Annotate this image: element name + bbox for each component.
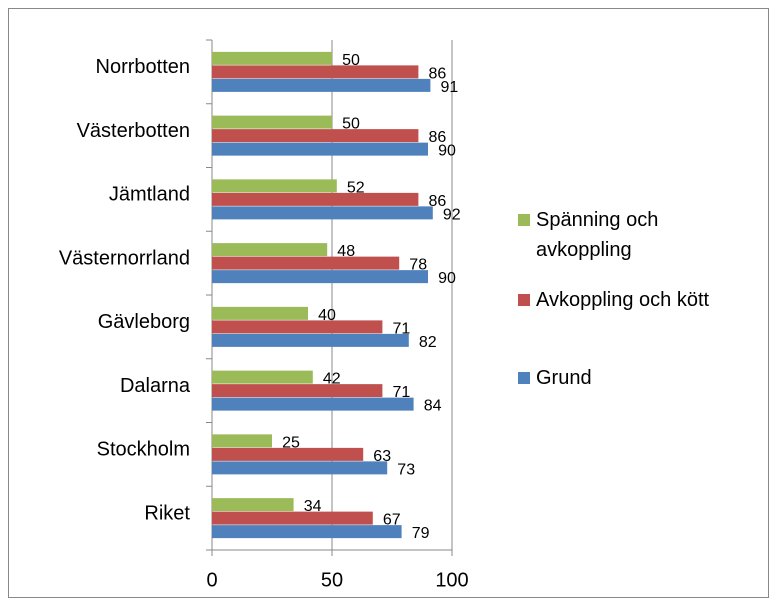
y-tick-label: Jämtland (109, 184, 190, 206)
bar (212, 142, 428, 156)
bar (212, 384, 383, 398)
bar (212, 51, 332, 65)
bar (212, 65, 419, 79)
bar (212, 397, 414, 411)
bar (212, 320, 383, 334)
bar (212, 333, 409, 347)
legend-label: Avkoppling och kött (536, 289, 710, 311)
data-label: 71 (393, 384, 411, 401)
y-tick-label: Riket (144, 502, 190, 524)
x-tick-label: 100 (435, 569, 468, 591)
y-tick-label: Gävleborg (98, 311, 190, 333)
data-label: 82 (419, 334, 437, 351)
y-tick-label: Stockholm (97, 439, 190, 461)
y-tick-label: Dalarna (120, 375, 191, 397)
data-label: 71 (393, 320, 411, 337)
legend-swatch (518, 214, 530, 226)
legend-item: Grund (518, 363, 758, 393)
legend-item: Spänning och avkoppling (518, 205, 758, 265)
bar (212, 129, 419, 143)
data-label: 91 (441, 79, 459, 96)
data-label: 40 (318, 307, 336, 324)
data-label: 84 (424, 398, 442, 415)
data-label: 52 (347, 179, 365, 196)
y-tick-label: Västernorrland (59, 247, 190, 269)
data-label: 86 (429, 129, 447, 146)
data-label: 50 (342, 116, 360, 133)
bar (212, 256, 400, 270)
bar (212, 306, 308, 320)
y-tick-label: Norrbotten (96, 56, 191, 78)
data-label: 90 (438, 270, 456, 287)
legend-label: Grund (536, 367, 592, 389)
data-label: 67 (383, 512, 401, 529)
data-label: 86 (429, 65, 447, 82)
data-label: 79 (412, 525, 430, 542)
legend-item: Avkoppling och kött (518, 285, 758, 315)
legend-swatch (518, 294, 530, 306)
legend-label: Spänning och avkoppling (536, 209, 659, 261)
legend-swatch (518, 372, 530, 384)
data-label: 63 (373, 448, 391, 465)
data-label: 90 (438, 143, 456, 160)
bar (212, 370, 313, 384)
y-tick-label: Västerbotten (77, 120, 190, 142)
bar (212, 206, 433, 220)
x-tick-label: 50 (321, 569, 343, 591)
data-label: 92 (443, 206, 461, 223)
data-label: 34 (304, 498, 322, 515)
data-label: 73 (397, 461, 415, 478)
bar (212, 270, 428, 284)
bar (212, 447, 364, 461)
data-label: 50 (342, 52, 360, 69)
data-label: 48 (337, 243, 355, 260)
bar (212, 179, 337, 193)
bar (212, 243, 328, 257)
bar (212, 461, 388, 475)
bar (212, 511, 373, 525)
data-label: 25 (282, 434, 300, 451)
bar (212, 78, 431, 92)
chart-border (8, 8, 769, 598)
data-label: 42 (323, 371, 341, 388)
data-label: 78 (409, 257, 427, 274)
bar (212, 498, 294, 512)
bar (212, 525, 402, 539)
bar (212, 192, 419, 206)
bar (212, 434, 272, 448)
data-label: 86 (429, 193, 447, 210)
x-tick-label: 0 (206, 569, 217, 591)
bar (212, 115, 332, 129)
